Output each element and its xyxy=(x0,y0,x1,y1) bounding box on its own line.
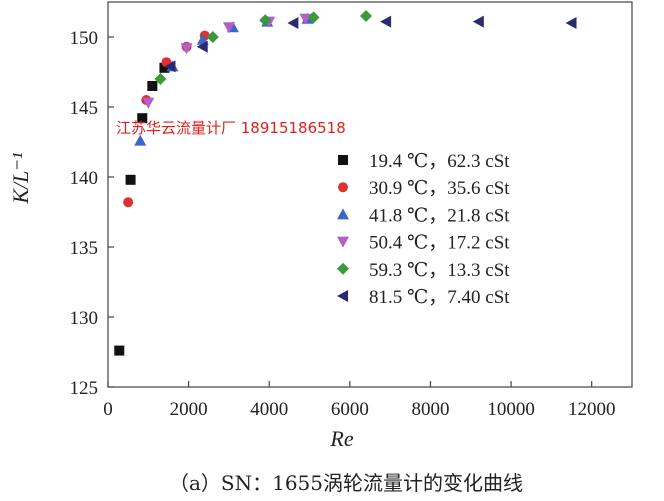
x-axis-ticks: 0 2000 4000 6000 8000 10000 12000 xyxy=(103,381,615,420)
x-tick-label: 8000 xyxy=(411,399,449,420)
data-point xyxy=(565,17,577,29)
data-point xyxy=(159,62,170,73)
x-axis-label: Re xyxy=(329,426,353,451)
data-point xyxy=(206,31,219,43)
data-point xyxy=(142,97,155,109)
x-tick-label: 4000 xyxy=(250,399,288,420)
data-point xyxy=(287,17,299,29)
data-points xyxy=(114,10,577,356)
data-point xyxy=(359,10,372,22)
legend-marker xyxy=(337,208,349,220)
legend-label: 19.4 ℃，62.3 cSt xyxy=(369,151,510,172)
y-axis-label: K/L⁻¹ xyxy=(8,152,33,204)
legend-marker xyxy=(338,155,348,165)
legend-label: 41.8 ℃，21.8 cSt xyxy=(369,205,510,226)
legend-label: 81.5 ℃，7.40 cSt xyxy=(369,287,510,308)
data-point xyxy=(259,14,272,27)
data-point xyxy=(123,197,134,208)
data-point xyxy=(222,22,235,34)
y-tick-label: 145 xyxy=(70,98,99,119)
data-point xyxy=(114,345,125,356)
data-point xyxy=(164,60,176,73)
data-point xyxy=(134,134,147,146)
legend-marker xyxy=(337,262,349,275)
legend: 19.4 ℃，62.3 cSt 30.9 ℃，35.6 cSt 41.8 ℃，21.… xyxy=(337,151,510,308)
data-point xyxy=(472,15,484,28)
y-axis-ticks: 125 130 135 140 145 150 xyxy=(70,28,114,399)
data-point xyxy=(196,40,208,53)
data-point xyxy=(125,174,136,185)
legend-marker xyxy=(337,290,348,302)
x-tick-label: 0 xyxy=(103,399,113,420)
legend-label: 30.9 ℃，35.6 cSt xyxy=(369,178,510,199)
y-tick-label: 135 xyxy=(70,238,99,259)
data-point xyxy=(380,15,392,28)
y-tick-label: 130 xyxy=(70,308,99,329)
legend-marker xyxy=(337,236,349,248)
y-tick-label: 150 xyxy=(70,28,99,49)
legend-marker xyxy=(338,182,348,193)
x-tick-label: 6000 xyxy=(331,399,369,420)
data-point xyxy=(307,11,320,24)
data-point xyxy=(154,73,167,85)
x-tick-label: 12000 xyxy=(568,399,616,420)
legend-label: 50.4 ℃，17.2 cSt xyxy=(369,233,510,254)
figure-caption: （a）SN：1655涡轮流量计的变化曲线 xyxy=(169,471,523,495)
data-point xyxy=(180,43,193,55)
plot-frame xyxy=(107,1,633,388)
x-tick-label: 10000 xyxy=(487,399,535,420)
data-point xyxy=(137,113,148,124)
plot-border xyxy=(107,1,633,388)
watermark: 江苏华云流量计厂 18915186518 xyxy=(116,119,346,137)
y-tick-label: 125 xyxy=(70,378,99,399)
y-tick-label: 140 xyxy=(70,168,99,189)
legend-label: 59.3 ℃，13.3 cSt xyxy=(369,260,510,281)
data-point xyxy=(147,81,158,91)
x-tick-label: 2000 xyxy=(170,399,208,420)
